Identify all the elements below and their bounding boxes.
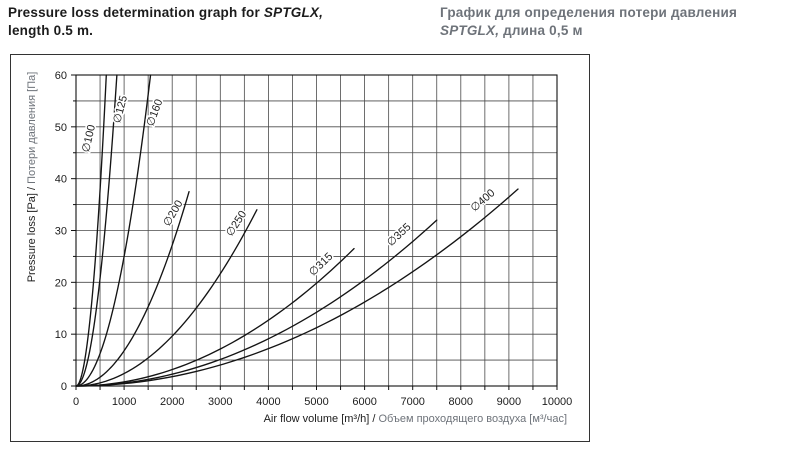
title-en-text: Pressure loss determination graph for — [8, 5, 264, 20]
y-tick-30: 30 — [55, 226, 67, 238]
curve-label-∅250: ∅250 — [224, 209, 249, 239]
title-en-line2: length 0.5 m. — [8, 23, 94, 38]
x-tick-5000: 5000 — [304, 396, 328, 408]
x-tick-0: 0 — [73, 396, 79, 408]
curve-∅400 — [75, 188, 519, 387]
x-tick-8000: 8000 — [449, 396, 473, 408]
curve-∅200 — [75, 190, 190, 387]
y-tick-60: 60 — [55, 70, 67, 82]
title-ru-text: График для определения потери давления — [440, 5, 738, 20]
x-axis-title: Air flow volume [m³/h] / Объем проходяще… — [264, 413, 567, 425]
y-axis-title-ru: Потери давления [Па] — [26, 72, 38, 184]
title-ru-line2: длина 0,5 м — [499, 23, 583, 38]
curve-∅250 — [75, 209, 258, 387]
curve-label-∅125: ∅125 — [111, 94, 130, 124]
y-tick-20: 20 — [55, 277, 67, 289]
curve-label-∅315: ∅315 — [307, 251, 335, 279]
title-en-model: SPTGLX, — [263, 5, 324, 20]
y-tick-40: 40 — [55, 174, 67, 186]
curve-labels: ∅100∅125 ∅160∅200 ∅250∅315∅355∅400 — [78, 93, 499, 280]
x-tick-2000: 2000 — [160, 396, 184, 408]
curve-∅355 — [75, 219, 438, 387]
chart-svg: 0 1000 2000 3000 4000 5000 6000 7000 8000 9000 100… — [26, 70, 573, 425]
axis-ticks — [71, 74, 558, 390]
x-axis-title-ru: Объем проходящего воздуха [м³/час] — [378, 413, 567, 425]
x-tick-3000: 3000 — [208, 396, 232, 408]
page-title-en: Pressure loss determination graph for SP… — [8, 4, 433, 40]
x-tick-6000: 6000 — [352, 396, 376, 408]
x-tick-9000: 9000 — [497, 396, 521, 408]
x-axis-title-en: Air flow volume [m³/h] / — [264, 413, 379, 425]
x-tick-4000: 4000 — [256, 396, 280, 408]
x-tick-1000: 1000 — [112, 396, 136, 408]
page-title-ru: График для определения потери давления SP… — [440, 4, 795, 40]
chart-frame: 0 1000 2000 3000 4000 5000 6000 7000 8000 9000 100… — [10, 54, 590, 442]
curve-∅160 — [75, 74, 152, 387]
y-axis-title-en: Pressure loss [Pa] / — [26, 184, 38, 282]
curve-∅100 — [75, 74, 107, 387]
y-axis-title: Pressure loss [Pa] / Потери давления [Па… — [26, 72, 38, 283]
curves — [75, 74, 519, 387]
x-tick-7000: 7000 — [400, 396, 424, 408]
y-tick-0: 0 — [61, 381, 67, 393]
title-ru-model: SPTGLX, — [440, 23, 500, 38]
x-tick-10000: 10000 — [542, 396, 573, 408]
curve-∅125 — [75, 74, 118, 387]
axis-tick-labels: 0 1000 2000 3000 4000 5000 6000 7000 8000 9000 100… — [55, 70, 573, 408]
grid-lines — [75, 74, 558, 387]
y-tick-50: 50 — [55, 122, 67, 134]
curve-label-∅100: ∅100 — [80, 124, 98, 154]
y-tick-10: 10 — [55, 329, 67, 341]
curve-∅315 — [75, 247, 355, 387]
